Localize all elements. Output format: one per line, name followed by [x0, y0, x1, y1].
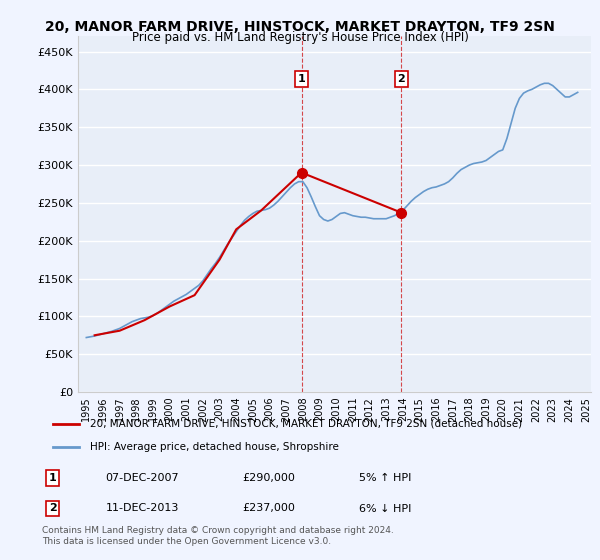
Text: 1: 1 — [298, 74, 305, 84]
Text: Contains HM Land Registry data © Crown copyright and database right 2024.
This d: Contains HM Land Registry data © Crown c… — [42, 526, 394, 546]
Text: 5% ↑ HPI: 5% ↑ HPI — [359, 473, 411, 483]
Text: Price paid vs. HM Land Registry's House Price Index (HPI): Price paid vs. HM Land Registry's House … — [131, 31, 469, 44]
Text: 20, MANOR FARM DRIVE, HINSTOCK, MARKET DRAYTON, TF9 2SN: 20, MANOR FARM DRIVE, HINSTOCK, MARKET D… — [45, 20, 555, 34]
Text: HPI: Average price, detached house, Shropshire: HPI: Average price, detached house, Shro… — [89, 442, 338, 452]
Text: 2: 2 — [49, 503, 56, 514]
Text: 07-DEC-2007: 07-DEC-2007 — [106, 473, 179, 483]
Text: 20, MANOR FARM DRIVE, HINSTOCK, MARKET DRAYTON, TF9 2SN (detached house): 20, MANOR FARM DRIVE, HINSTOCK, MARKET D… — [89, 419, 521, 429]
Text: 2: 2 — [398, 74, 406, 84]
Text: 11-DEC-2013: 11-DEC-2013 — [106, 503, 179, 514]
Text: 6% ↓ HPI: 6% ↓ HPI — [359, 503, 411, 514]
Text: £237,000: £237,000 — [242, 503, 296, 514]
Text: 1: 1 — [49, 473, 56, 483]
Text: £290,000: £290,000 — [242, 473, 296, 483]
